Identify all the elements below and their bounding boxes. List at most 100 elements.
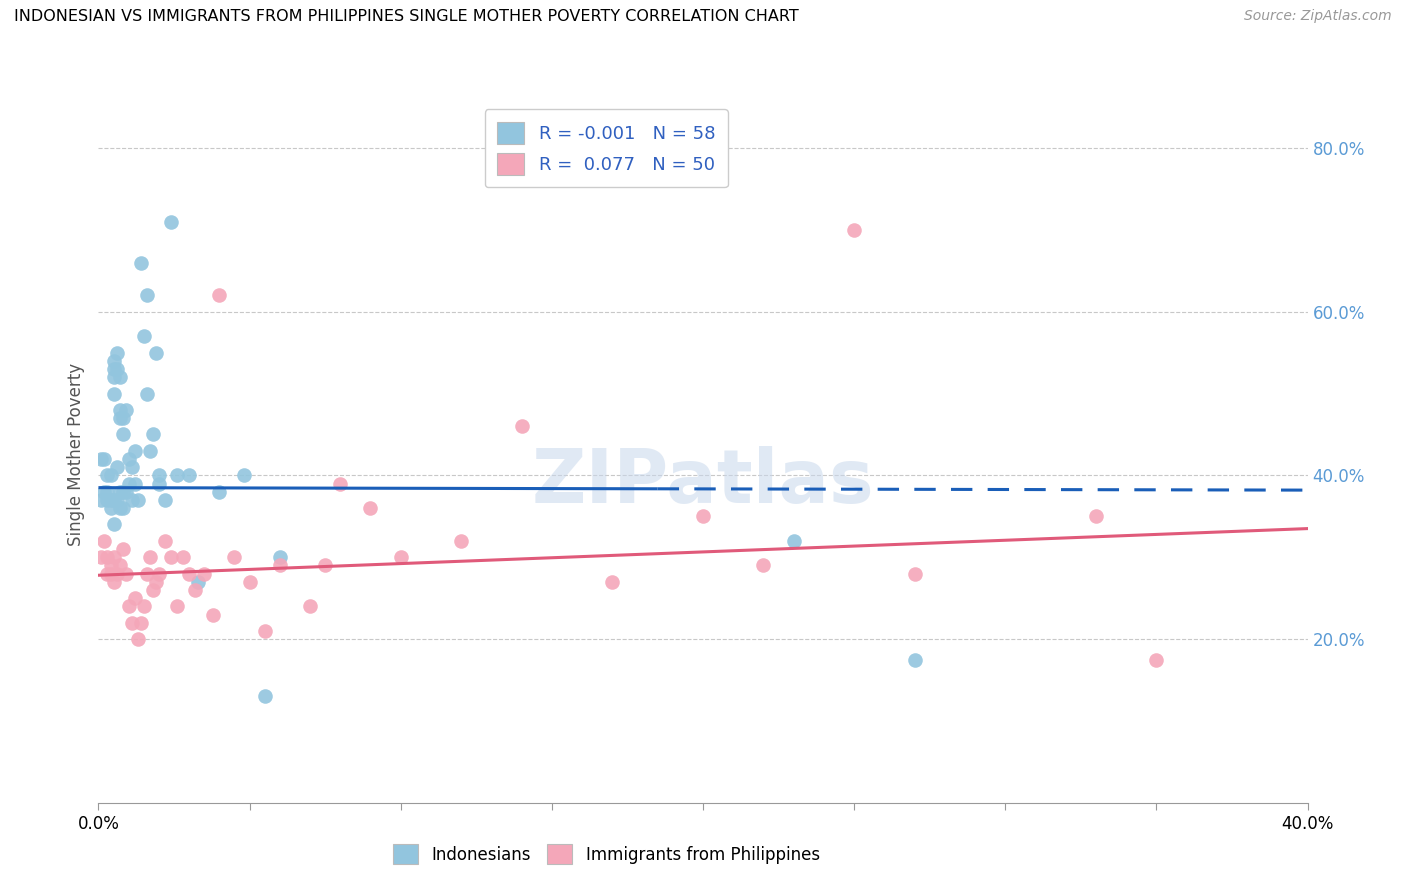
Point bbox=[139, 550, 162, 565]
Point bbox=[124, 443, 146, 458]
Point bbox=[142, 582, 165, 597]
Point bbox=[111, 542, 134, 557]
Point bbox=[132, 329, 155, 343]
Point bbox=[108, 403, 131, 417]
Point bbox=[148, 476, 170, 491]
Point bbox=[93, 484, 115, 499]
Point bbox=[103, 370, 125, 384]
Point bbox=[105, 566, 128, 581]
Point bbox=[129, 255, 152, 269]
Point bbox=[160, 214, 183, 228]
Point bbox=[118, 452, 141, 467]
Point bbox=[124, 476, 146, 491]
Point bbox=[187, 574, 209, 589]
Point bbox=[299, 599, 322, 614]
Point bbox=[314, 558, 336, 573]
Point bbox=[105, 362, 128, 376]
Point bbox=[114, 566, 136, 581]
Point bbox=[108, 411, 131, 425]
Point bbox=[124, 591, 146, 606]
Point bbox=[232, 468, 254, 483]
Point bbox=[108, 558, 131, 573]
Point bbox=[179, 566, 201, 581]
Point bbox=[127, 632, 149, 646]
Point bbox=[121, 492, 143, 507]
Point bbox=[90, 550, 112, 565]
Point bbox=[904, 566, 927, 581]
Point bbox=[108, 484, 131, 499]
Point bbox=[111, 501, 134, 516]
Point bbox=[166, 468, 188, 483]
Point bbox=[450, 533, 472, 548]
Point bbox=[752, 558, 775, 573]
Point bbox=[783, 533, 806, 548]
Text: INDONESIAN VS IMMIGRANTS FROM PHILIPPINES SINGLE MOTHER POVERTY CORRELATION CHAR: INDONESIAN VS IMMIGRANTS FROM PHILIPPINE… bbox=[14, 9, 799, 24]
Point bbox=[224, 550, 246, 565]
Point bbox=[253, 624, 276, 638]
Point bbox=[105, 460, 128, 475]
Point bbox=[127, 492, 149, 507]
Point bbox=[93, 533, 115, 548]
Point bbox=[148, 566, 170, 581]
Point bbox=[103, 353, 125, 368]
Point bbox=[253, 690, 276, 704]
Point bbox=[202, 607, 225, 622]
Point bbox=[135, 288, 157, 302]
Point bbox=[103, 517, 125, 532]
Point bbox=[135, 566, 157, 581]
Point bbox=[100, 468, 122, 483]
Point bbox=[108, 501, 131, 516]
Point bbox=[129, 615, 152, 630]
Point bbox=[208, 288, 231, 302]
Point bbox=[111, 484, 134, 499]
Point bbox=[208, 484, 231, 499]
Point bbox=[179, 468, 201, 483]
Point bbox=[1144, 652, 1167, 666]
Point bbox=[139, 443, 162, 458]
Point bbox=[160, 550, 183, 565]
Point bbox=[105, 345, 128, 359]
Point bbox=[269, 550, 291, 565]
Point bbox=[172, 550, 194, 565]
Point bbox=[121, 615, 143, 630]
Point bbox=[114, 484, 136, 499]
Point bbox=[602, 574, 624, 589]
Point bbox=[389, 550, 412, 565]
Point bbox=[1085, 509, 1108, 524]
Point bbox=[96, 566, 118, 581]
Point bbox=[142, 427, 165, 442]
Point bbox=[90, 492, 112, 507]
Point bbox=[96, 468, 118, 483]
Point bbox=[93, 452, 115, 467]
Text: Source: ZipAtlas.com: Source: ZipAtlas.com bbox=[1244, 9, 1392, 23]
Point bbox=[145, 574, 167, 589]
Legend: Indonesians, Immigrants from Philippines: Indonesians, Immigrants from Philippines bbox=[382, 834, 830, 874]
Point bbox=[100, 492, 122, 507]
Point bbox=[148, 468, 170, 483]
Point bbox=[153, 492, 176, 507]
Point bbox=[329, 476, 352, 491]
Text: ZIPatlas: ZIPatlas bbox=[531, 446, 875, 519]
Point bbox=[100, 566, 122, 581]
Point bbox=[103, 362, 125, 376]
Point bbox=[96, 492, 118, 507]
Point bbox=[153, 533, 176, 548]
Point bbox=[96, 550, 118, 565]
Point bbox=[692, 509, 714, 524]
Point bbox=[145, 345, 167, 359]
Y-axis label: Single Mother Poverty: Single Mother Poverty bbox=[66, 363, 84, 547]
Point bbox=[111, 427, 134, 442]
Point bbox=[166, 599, 188, 614]
Point bbox=[100, 501, 122, 516]
Point bbox=[269, 558, 291, 573]
Point bbox=[510, 419, 533, 434]
Point bbox=[105, 492, 128, 507]
Point bbox=[239, 574, 262, 589]
Point bbox=[121, 460, 143, 475]
Point bbox=[135, 386, 157, 401]
Point bbox=[114, 403, 136, 417]
Point bbox=[132, 599, 155, 614]
Point bbox=[108, 370, 131, 384]
Point bbox=[103, 492, 125, 507]
Point bbox=[100, 558, 122, 573]
